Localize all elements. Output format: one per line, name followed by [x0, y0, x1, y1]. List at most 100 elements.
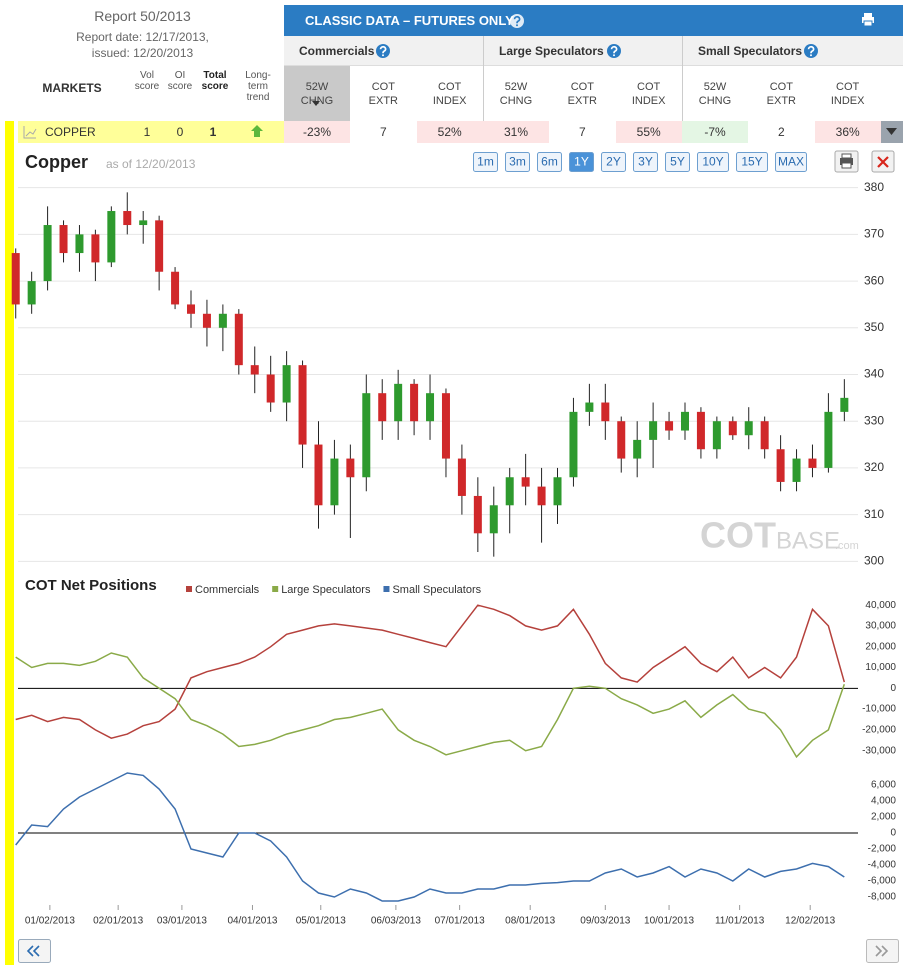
range-button[interactable] [537, 152, 562, 172]
y-tick-label: 340 [864, 367, 884, 381]
banner-title: CLASSIC DATA – FUTURES ONLY [305, 13, 514, 28]
range-button[interactable] [775, 152, 807, 172]
range-button[interactable] [736, 152, 768, 172]
range-button[interactable] [697, 152, 729, 172]
y-tick-label: 330 [864, 413, 884, 427]
candle-body [649, 421, 658, 440]
x-tick-label: 02/01/2013 [93, 916, 143, 927]
legend-swatch[interactable] [383, 586, 390, 592]
column-header-text[interactable]: COT INDEX [631, 80, 666, 107]
watermark: COT [700, 515, 776, 556]
chart-title: COT Net Positions [25, 577, 157, 594]
candle-body [107, 211, 116, 263]
y-tick-label: 310 [864, 507, 884, 521]
column-header-text[interactable]: COT EXTR [567, 80, 597, 107]
y-tick-label: -8,000 [868, 892, 897, 903]
range-button-label[interactable]: 2Y [606, 155, 621, 169]
value-cell: 52% [416, 121, 483, 143]
close-button[interactable] [871, 150, 895, 173]
y-tick-label: 320 [864, 460, 884, 474]
candle-body [505, 477, 514, 506]
series-line [15, 652, 846, 759]
range-button-label[interactable]: 1Y [574, 155, 589, 169]
range-button-label[interactable]: 1m [477, 155, 494, 169]
value-cell: 2 [748, 121, 815, 143]
column-header-text[interactable]: 52W CHNG [499, 80, 533, 107]
score-header: Vol score [134, 70, 160, 92]
trend-arrow [251, 125, 263, 137]
column-header-text[interactable]: COT INDEX [432, 80, 467, 107]
score-cell: 1 [209, 125, 217, 139]
range-button[interactable] [633, 152, 658, 172]
print-icon[interactable] [862, 13, 874, 27]
column-header-text[interactable]: COT EXTR [766, 80, 796, 107]
range-button-label[interactable]: 3Y [638, 155, 653, 169]
y-tick-label: 360 [864, 273, 884, 287]
column-header: COT INDEX [417, 66, 483, 121]
column-header: 52W CHNG [284, 66, 350, 121]
candle-body [473, 495, 482, 534]
column-header: COT EXTR [350, 66, 416, 121]
range-button-label[interactable]: 10Y [702, 155, 723, 169]
column-header: 52W CHNG [483, 66, 549, 121]
y-tick-label: 0 [890, 683, 896, 694]
candle-body [155, 220, 164, 272]
candle-body [202, 313, 211, 328]
chart-subtitle: as of 12/20/2013 [106, 157, 196, 171]
help-icon[interactable] [510, 14, 524, 28]
legend-label[interactable]: Large Speculators [281, 584, 371, 596]
y-tick-label: 0 [890, 828, 896, 839]
prev-button[interactable] [18, 939, 51, 963]
score-header: Total score [201, 70, 229, 92]
y-tick-label: 4,000 [871, 796, 896, 807]
value-cell: -23% [284, 121, 350, 143]
value-cell: 7 [350, 121, 417, 143]
candle-body [521, 477, 530, 487]
range-button-label[interactable]: 3m [509, 155, 526, 169]
watermark: .com [835, 540, 859, 552]
range-button-label[interactable]: 5Y [670, 155, 685, 169]
range-button-label[interactable]: 6m [541, 155, 558, 169]
y-tick-label: -2,000 [868, 844, 897, 855]
help-icon[interactable] [804, 44, 818, 58]
dropdown-arrow[interactable] [886, 128, 897, 135]
candle-body [808, 458, 817, 468]
candle-body [712, 421, 721, 450]
legend-label[interactable]: Small Speculators [392, 584, 481, 596]
print-button[interactable] [834, 150, 859, 173]
candle-body [760, 421, 769, 450]
column-header-text[interactable]: 52W CHNG [698, 80, 732, 107]
range-button-label[interactable]: MAX [778, 155, 804, 169]
next-button[interactable] [866, 939, 899, 963]
legend-label[interactable]: Commercials [195, 584, 260, 596]
legend-swatch[interactable] [272, 586, 279, 592]
column-header-text[interactable]: COT INDEX [830, 80, 865, 107]
x-tick-label: 10/01/2013 [644, 916, 694, 927]
candle-body [330, 458, 339, 506]
candle-body [489, 505, 498, 534]
range-button[interactable] [473, 152, 498, 172]
range-button[interactable] [665, 152, 690, 172]
value-cell: 36% [814, 121, 881, 143]
market-name[interactable]: COPPER [45, 125, 96, 139]
range-button[interactable] [569, 152, 594, 172]
score-cell: 1 [143, 125, 151, 139]
range-button[interactable] [601, 152, 626, 172]
legend-swatch[interactable] [186, 586, 192, 592]
x-tick-label: 03/01/2013 [157, 916, 207, 927]
candle-body [43, 225, 52, 282]
range-button-label[interactable]: 15Y [741, 155, 762, 169]
watermark: BASE [776, 527, 840, 554]
candle-body [840, 397, 849, 412]
column-header-text[interactable]: 52W CHNG [300, 80, 334, 107]
candle-body [187, 304, 196, 314]
help-icon[interactable] [376, 44, 390, 58]
series-line [15, 604, 846, 739]
market-row[interactable] [18, 121, 284, 143]
y-tick-label: -30,000 [862, 745, 896, 756]
range-button[interactable] [505, 152, 530, 172]
help-icon[interactable] [607, 44, 621, 58]
column-header-text[interactable]: COT EXTR [368, 80, 398, 107]
